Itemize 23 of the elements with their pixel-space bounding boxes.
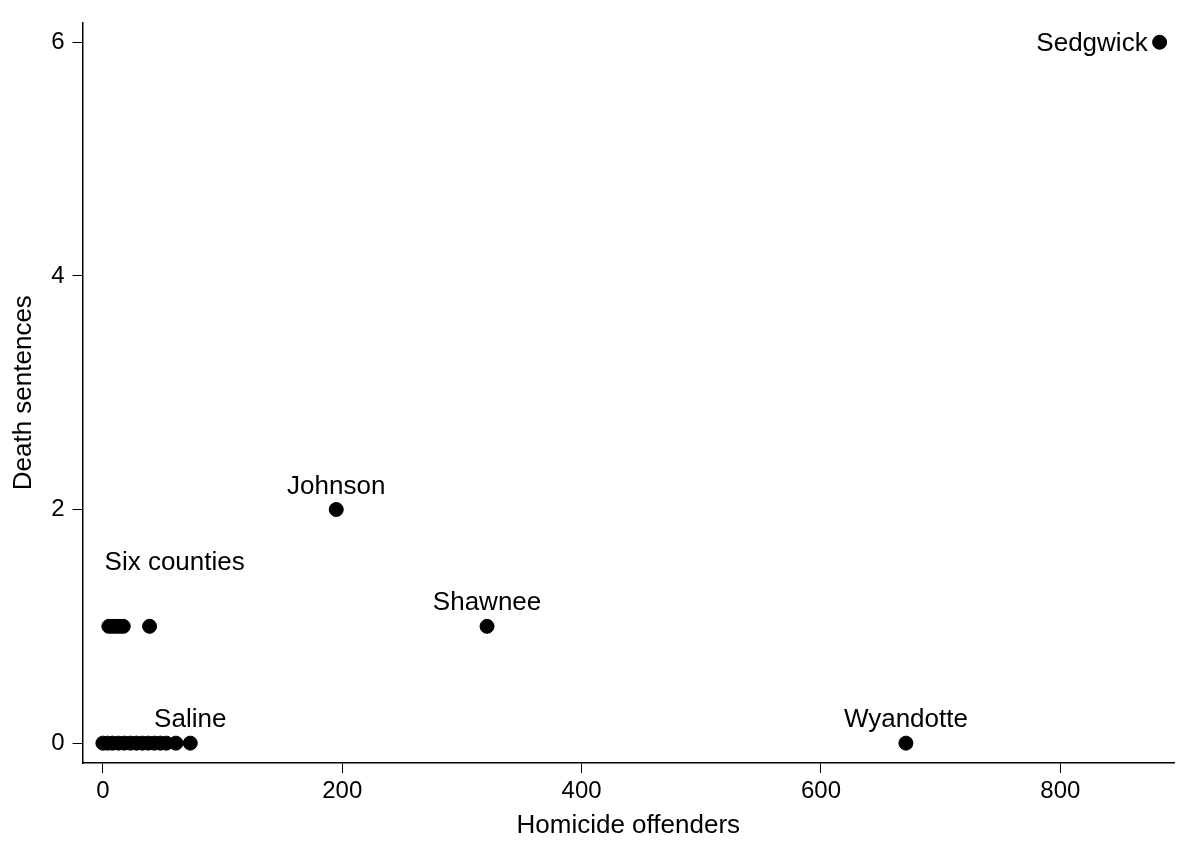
- x-tick-label: 400: [561, 776, 602, 804]
- point: [182, 735, 198, 751]
- y-tick-label: 4: [51, 260, 65, 288]
- y-tick-label: 6: [51, 26, 65, 54]
- x-tick-label: 0: [96, 776, 110, 804]
- point: [1152, 34, 1168, 50]
- annotation: Saline: [154, 703, 227, 734]
- annotation: Six counties: [104, 546, 245, 577]
- x-tick-label: 800: [1040, 776, 1081, 804]
- x-tick-label: 600: [800, 776, 841, 804]
- x-axis-title: Homicide offenders: [516, 808, 741, 839]
- x-tick-label: 200: [322, 776, 363, 804]
- y-tick-label: 2: [51, 494, 65, 522]
- point: [142, 618, 158, 634]
- annotation: Wyandotte: [843, 703, 968, 734]
- annotation: Johnson: [287, 469, 386, 500]
- y-axis-title: Death sentences: [6, 295, 37, 491]
- y-tick-label: 0: [51, 727, 65, 755]
- annotation: Shawnee: [432, 586, 542, 617]
- point: [479, 618, 495, 634]
- point: [898, 735, 914, 751]
- point: [328, 502, 344, 518]
- annotation: Sedgwick: [1036, 27, 1149, 58]
